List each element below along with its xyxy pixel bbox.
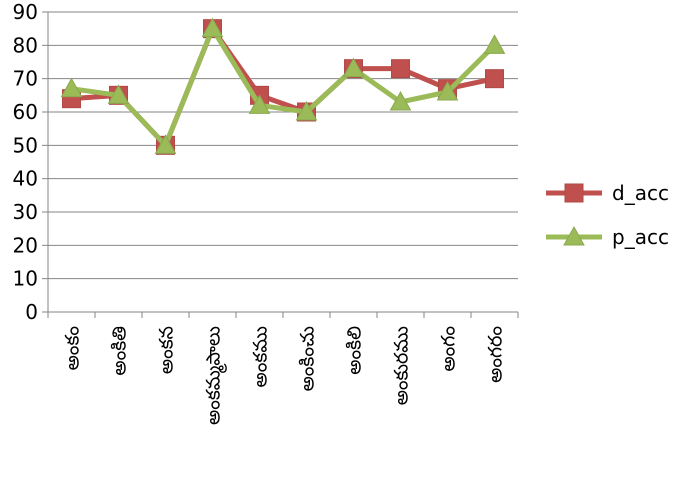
data-point-p_acc <box>483 34 506 54</box>
y-tick-label-0: 0 <box>25 300 38 324</box>
y-tick-label-70: 70 <box>13 67 38 91</box>
data-point-p_acc <box>107 84 130 104</box>
legend-label: p_acc <box>612 225 669 249</box>
x-tick-label: అంకము <box>250 326 272 387</box>
data-point-d_acc <box>485 69 504 89</box>
y-tick-label-50: 50 <box>13 133 38 157</box>
series-lines <box>60 17 506 155</box>
series-p_acc <box>60 17 506 154</box>
x-tick-label: అంగరం <box>485 326 507 383</box>
series-line-d_acc <box>71 26 496 148</box>
x-tick-label: అంకిలి <box>344 326 366 375</box>
axes <box>42 11 519 318</box>
data-point-p_acc <box>295 100 318 121</box>
data-point-p_acc <box>248 94 271 114</box>
legend-marker <box>563 225 585 246</box>
y-tick-labels: 0 10 20 30 40 50 60 70 80 90 <box>13 0 38 324</box>
x-tick-label: అంకురము <box>391 326 413 405</box>
gridlines <box>48 11 518 280</box>
x-tick-label: అంకితి <box>109 326 131 376</box>
data-point-p_acc <box>342 57 365 78</box>
legend-label: d_acc <box>612 181 669 205</box>
y-tick-label-60: 60 <box>13 100 38 124</box>
x-tick-labels: అంకం అంకితి అంకన అంకమ్మపాలు అంకము అంకించు అంకి… <box>62 326 507 425</box>
x-tick-label: అంకన <box>156 326 178 374</box>
x-tick-label: అంగం <box>438 326 460 372</box>
y-tick-label-10: 10 <box>13 267 38 291</box>
legend-item-p_acc: p_acc <box>546 225 669 249</box>
data-point-p_acc <box>60 77 83 98</box>
x-tick-label: అంకమ్మపాలు <box>203 326 228 425</box>
x-tick-label: అంకించు <box>297 326 319 391</box>
y-tick-label-90: 90 <box>13 0 38 24</box>
y-tick-label-80: 80 <box>13 33 38 57</box>
series-line-p_acc <box>71 26 497 148</box>
data-point-p_acc <box>201 17 224 38</box>
y-tick-label-20: 20 <box>13 233 38 257</box>
legend-marker <box>564 183 584 203</box>
y-tick-label-30: 30 <box>13 200 38 224</box>
x-tick-label: అంకం <box>62 326 84 370</box>
series-d_acc <box>62 19 504 155</box>
legend: d_acc p_acc <box>546 181 669 249</box>
data-point-p_acc <box>389 90 412 111</box>
data-point-d_acc <box>391 59 410 79</box>
y-tick-label-40: 40 <box>13 167 38 191</box>
data-point-p_acc <box>154 134 177 154</box>
data-point-p_acc <box>436 80 459 101</box>
legend-item-d_acc: d_acc <box>546 181 669 205</box>
